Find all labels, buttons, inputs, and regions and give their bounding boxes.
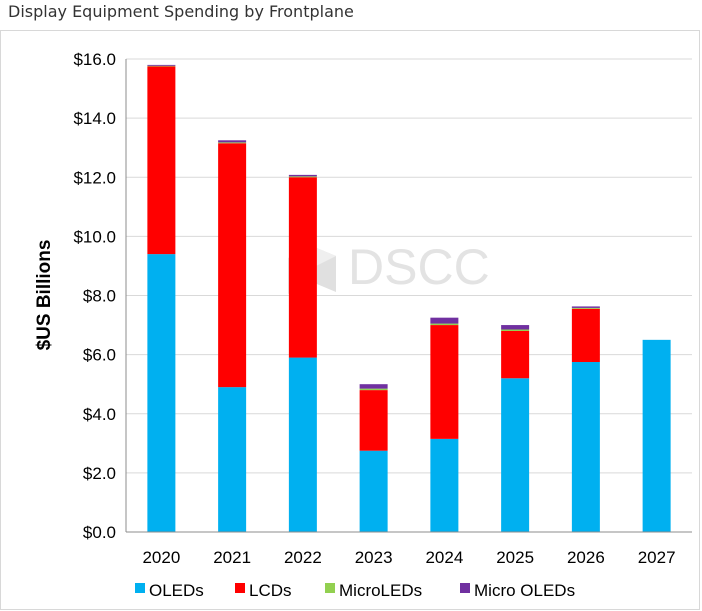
x-tick-label: 2023 xyxy=(355,548,393,567)
bar-lcds-2026 xyxy=(571,308,600,363)
x-tick-label: 2022 xyxy=(284,548,322,567)
y-tick-label: $14.0 xyxy=(73,109,116,128)
bar-micro-oleds-2022 xyxy=(288,174,317,177)
bar-microleds-2025 xyxy=(501,329,530,331)
bar-microleds-2022 xyxy=(288,176,317,178)
x-tick-label: 2027 xyxy=(638,548,676,567)
bar-micro-oleds-2026 xyxy=(571,306,600,308)
bar-oleds-2020 xyxy=(147,254,176,533)
legend-swatch-lcds xyxy=(235,583,245,593)
bar-lcds-2021 xyxy=(218,143,247,388)
bar-lcds-2020 xyxy=(147,66,176,255)
x-tick-label: 2026 xyxy=(567,548,605,567)
bar-microleds-2021 xyxy=(218,142,247,144)
x-tick-label: 2021 xyxy=(213,548,251,567)
y-tick-label: $8.0 xyxy=(83,287,116,306)
dscc-watermark: DSCC xyxy=(288,239,490,295)
chart-frame xyxy=(0,30,700,610)
bar-micro-oleds-2020 xyxy=(147,64,176,66)
bar-oleds-2024 xyxy=(430,438,459,532)
y-axis-label: $US Billions xyxy=(34,240,55,351)
y-tick-label: $2.0 xyxy=(83,464,116,483)
bar-oleds-2022 xyxy=(288,357,317,532)
legend-swatch-microleds xyxy=(325,583,335,593)
x-tick-label: 2025 xyxy=(496,548,534,567)
bar-microleds-2026 xyxy=(571,307,600,309)
y-tick-label: $6.0 xyxy=(83,346,116,365)
legend-label: LCDs xyxy=(249,581,292,600)
bar-lcds-2022 xyxy=(288,177,317,358)
bar-lcds-2024 xyxy=(430,325,459,439)
bar-micro-oleds-2023 xyxy=(359,384,388,389)
bar-oleds-2026 xyxy=(571,362,600,532)
legend-label: OLEDs xyxy=(149,581,204,600)
legend-swatch-micro-oleds xyxy=(460,583,470,593)
bar-oleds-2027 xyxy=(642,339,671,532)
page-title: Display Equipment Spending by Frontplane xyxy=(8,2,354,21)
y-tick-label: $10.0 xyxy=(73,227,116,246)
bar-oleds-2021 xyxy=(218,387,247,532)
bars xyxy=(147,64,671,533)
y-tick-labels: $0.0 $2.0 $4.0 $6.0 $8.0 $10.0 $12.0 $14.0 $16.0 xyxy=(73,50,116,542)
x-tick-labels: 2020 2021 2022 2023 2024 2025 2026 2027 xyxy=(142,548,675,567)
bar-oleds-2025 xyxy=(501,378,530,532)
bar-microleds-2020 xyxy=(147,65,176,67)
y-tick-label: $4.0 xyxy=(83,405,116,424)
y-tick-label: $16.0 xyxy=(73,50,116,69)
legend-label: MicroLEDs xyxy=(339,581,422,600)
bar-oleds-2023 xyxy=(359,450,388,532)
y-tick-label: $12.0 xyxy=(73,168,116,187)
legend: OLEDs LCDs MicroLEDs Micro OLEDs xyxy=(135,581,575,600)
watermark-text: DSCC xyxy=(348,239,490,295)
x-tick-label: 2024 xyxy=(425,548,463,567)
x-tick-label: 2020 xyxy=(142,548,180,567)
bar-micro-oleds-2024 xyxy=(430,317,459,324)
bar-micro-oleds-2025 xyxy=(501,325,530,330)
bar-microleds-2023 xyxy=(359,388,388,391)
bar-microleds-2024 xyxy=(430,323,459,326)
bar-micro-oleds-2021 xyxy=(218,140,247,143)
axes xyxy=(125,59,692,533)
bar-lcds-2025 xyxy=(501,330,530,379)
legend-label: Micro OLEDs xyxy=(474,581,575,600)
bar-lcds-2023 xyxy=(359,390,388,451)
y-tick-label: $0.0 xyxy=(83,523,116,542)
legend-swatch-oleds xyxy=(135,583,145,593)
